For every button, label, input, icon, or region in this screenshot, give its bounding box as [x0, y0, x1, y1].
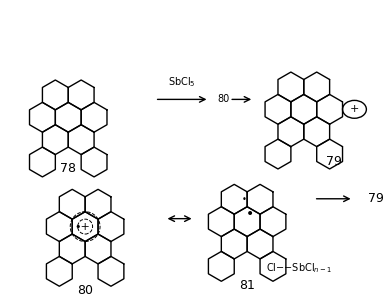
Text: •+: •+	[74, 222, 90, 232]
Text: 81: 81	[239, 279, 255, 292]
Text: 80: 80	[77, 284, 93, 297]
Text: +: +	[350, 104, 359, 114]
Text: •: •	[246, 207, 254, 221]
Text: Cl$-$$-$SbCl$_{n-1}$: Cl$-$$-$SbCl$_{n-1}$	[266, 261, 332, 275]
Text: 78: 78	[60, 163, 76, 176]
Text: 79: 79	[326, 154, 341, 167]
Text: •: •	[242, 195, 247, 204]
Text: 79: 79	[368, 192, 384, 205]
Text: SbCl$_5$: SbCl$_5$	[168, 76, 196, 89]
Text: 80: 80	[217, 94, 230, 104]
